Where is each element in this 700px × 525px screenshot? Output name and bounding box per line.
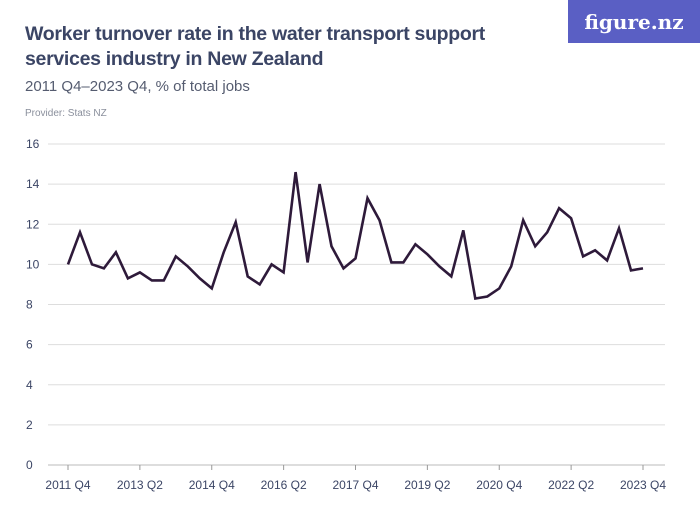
data-point[interactable] bbox=[161, 277, 167, 283]
data-point[interactable] bbox=[604, 257, 610, 263]
chart-subtitle: 2011 Q4–2023 Q4, % of total jobs bbox=[25, 78, 250, 95]
data-point[interactable] bbox=[400, 259, 406, 265]
data-point[interactable] bbox=[257, 281, 263, 287]
data-point[interactable] bbox=[448, 273, 454, 279]
data-point[interactable] bbox=[329, 243, 335, 249]
x-tick-label: 2022 Q2 bbox=[548, 478, 594, 492]
data-point[interactable] bbox=[269, 261, 275, 267]
provider-label: Provider: Stats NZ bbox=[25, 108, 107, 119]
data-point[interactable] bbox=[496, 285, 502, 291]
y-tick-label: 4 bbox=[26, 378, 33, 392]
data-point[interactable] bbox=[317, 181, 323, 187]
data-point[interactable] bbox=[580, 253, 586, 259]
data-point[interactable] bbox=[412, 241, 418, 247]
x-tick-label: 2016 Q2 bbox=[261, 478, 307, 492]
data-point[interactable] bbox=[245, 273, 251, 279]
data-point[interactable] bbox=[149, 277, 155, 283]
data-point[interactable] bbox=[185, 263, 191, 269]
x-tick-label: 2019 Q2 bbox=[404, 478, 450, 492]
data-point[interactable] bbox=[293, 169, 299, 175]
data-point[interactable] bbox=[472, 295, 478, 301]
data-point[interactable] bbox=[197, 275, 203, 281]
x-tick-label: 2014 Q4 bbox=[189, 478, 235, 492]
data-point[interactable] bbox=[173, 253, 179, 259]
x-tick-label: 2013 Q2 bbox=[117, 478, 163, 492]
data-point[interactable] bbox=[77, 229, 83, 235]
data-point[interactable] bbox=[305, 259, 311, 265]
data-point[interactable] bbox=[101, 265, 107, 271]
x-tick-label: 2020 Q4 bbox=[476, 478, 522, 492]
data-point[interactable] bbox=[113, 249, 119, 255]
data-point[interactable] bbox=[640, 265, 646, 271]
x-tick-label: 2011 Q4 bbox=[45, 478, 90, 492]
data-point[interactable] bbox=[376, 217, 382, 223]
y-tick-label: 10 bbox=[26, 257, 40, 271]
data-point[interactable] bbox=[281, 269, 287, 275]
x-tick-label: 2017 Q4 bbox=[332, 478, 378, 492]
data-point[interactable] bbox=[388, 259, 394, 265]
data-point[interactable] bbox=[125, 275, 131, 281]
data-point[interactable] bbox=[568, 215, 574, 221]
data-point[interactable] bbox=[484, 293, 490, 299]
data-point[interactable] bbox=[544, 229, 550, 235]
data-point[interactable] bbox=[364, 195, 370, 201]
series-line bbox=[66, 171, 644, 300]
data-point[interactable] bbox=[436, 263, 442, 269]
data-point[interactable] bbox=[532, 243, 538, 249]
y-tick-label: 16 bbox=[26, 137, 40, 151]
data-point[interactable] bbox=[137, 269, 143, 275]
data-point[interactable] bbox=[628, 267, 634, 273]
y-tick-label: 8 bbox=[26, 298, 33, 312]
data-point[interactable] bbox=[424, 251, 430, 257]
data-point[interactable] bbox=[209, 285, 215, 291]
y-tick-label: 6 bbox=[26, 338, 33, 352]
data-point[interactable] bbox=[233, 219, 239, 225]
y-tick-label: 0 bbox=[26, 458, 33, 472]
data-point[interactable] bbox=[89, 261, 95, 267]
data-point[interactable] bbox=[556, 205, 562, 211]
data-point[interactable] bbox=[341, 265, 347, 271]
y-tick-label: 2 bbox=[26, 418, 33, 432]
x-tick-label: 2023 Q4 bbox=[620, 478, 666, 492]
y-tick-label: 14 bbox=[26, 177, 40, 191]
data-point[interactable] bbox=[508, 263, 514, 269]
data-point[interactable] bbox=[520, 217, 526, 223]
data-point[interactable] bbox=[592, 247, 598, 253]
chart-title: Worker turnover rate in the water transp… bbox=[25, 23, 486, 70]
logo-text: figure.nz bbox=[584, 9, 684, 34]
data-point[interactable] bbox=[65, 261, 71, 267]
y-tick-label: 12 bbox=[26, 217, 40, 231]
data-point[interactable] bbox=[616, 225, 622, 231]
data-point[interactable] bbox=[353, 255, 359, 261]
data-point[interactable] bbox=[221, 249, 227, 255]
figure-nz-logo[interactable]: figure.nz bbox=[568, 0, 700, 43]
data-point[interactable] bbox=[460, 227, 466, 233]
